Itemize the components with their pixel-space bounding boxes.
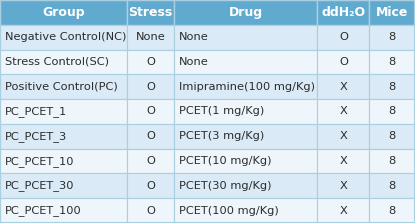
Bar	[0, 25, 127, 50]
Bar	[317, 99, 369, 124]
Bar	[369, 173, 415, 198]
Text: O: O	[146, 57, 155, 67]
Bar	[317, 173, 369, 198]
Text: PC_PCET_1: PC_PCET_1	[5, 106, 67, 117]
Bar	[0, 124, 127, 149]
Text: PC_PCET_3: PC_PCET_3	[5, 131, 67, 142]
Text: Negative Control(NC): Negative Control(NC)	[5, 32, 126, 42]
Text: None: None	[136, 32, 165, 42]
Text: Stress Control(SC): Stress Control(SC)	[5, 57, 109, 67]
Text: X: X	[339, 107, 347, 116]
Text: O: O	[146, 107, 155, 116]
Text: 8: 8	[388, 131, 396, 141]
Bar	[369, 74, 415, 99]
Bar	[317, 149, 369, 173]
Text: O: O	[339, 57, 348, 67]
Text: 8: 8	[388, 57, 396, 67]
Bar	[317, 50, 369, 74]
Text: PCET(100 mg/Kg): PCET(100 mg/Kg)	[179, 206, 279, 216]
Bar	[369, 198, 415, 223]
Bar	[369, 0, 415, 25]
Bar	[369, 99, 415, 124]
Text: 8: 8	[388, 206, 396, 216]
Text: PCET(10 mg/Kg): PCET(10 mg/Kg)	[179, 156, 272, 166]
Text: Group: Group	[42, 6, 85, 19]
Text: PC_PCET_30: PC_PCET_30	[5, 180, 74, 191]
Bar	[369, 50, 415, 74]
Bar	[174, 50, 317, 74]
Bar	[127, 149, 174, 173]
Text: PCET(30 mg/Kg): PCET(30 mg/Kg)	[179, 181, 272, 191]
Bar	[127, 74, 174, 99]
Text: Imipramine(100 mg/Kg): Imipramine(100 mg/Kg)	[179, 82, 315, 92]
Text: PCET(3 mg/Kg): PCET(3 mg/Kg)	[179, 131, 264, 141]
Bar	[174, 0, 317, 25]
Text: O: O	[146, 206, 155, 216]
Text: Stress: Stress	[128, 6, 173, 19]
Bar	[317, 124, 369, 149]
Bar	[0, 0, 127, 25]
Bar	[127, 124, 174, 149]
Bar	[317, 0, 369, 25]
Text: O: O	[146, 181, 155, 191]
Bar	[369, 25, 415, 50]
Bar	[0, 198, 127, 223]
Bar	[174, 99, 317, 124]
Bar	[174, 25, 317, 50]
Bar	[174, 74, 317, 99]
Bar	[127, 173, 174, 198]
Bar	[127, 198, 174, 223]
Bar	[0, 149, 127, 173]
Text: 8: 8	[388, 156, 396, 166]
Text: O: O	[146, 156, 155, 166]
Text: Mice: Mice	[376, 6, 408, 19]
Text: PCET(1 mg/Kg): PCET(1 mg/Kg)	[179, 107, 264, 116]
Text: X: X	[339, 206, 347, 216]
Text: None: None	[179, 32, 209, 42]
Text: 8: 8	[388, 82, 396, 92]
Text: Positive Control(PC): Positive Control(PC)	[5, 82, 118, 92]
Bar	[317, 74, 369, 99]
Bar	[0, 99, 127, 124]
Text: 8: 8	[388, 107, 396, 116]
Bar	[317, 25, 369, 50]
Bar	[127, 50, 174, 74]
Bar	[174, 173, 317, 198]
Bar	[317, 198, 369, 223]
Bar	[127, 25, 174, 50]
Text: X: X	[339, 156, 347, 166]
Bar	[369, 124, 415, 149]
Text: 8: 8	[388, 32, 396, 42]
Text: O: O	[146, 82, 155, 92]
Text: None: None	[179, 57, 209, 67]
Text: Drug: Drug	[229, 6, 263, 19]
Text: O: O	[339, 32, 348, 42]
Text: PC_PCET_10: PC_PCET_10	[5, 156, 74, 167]
Bar	[127, 99, 174, 124]
Text: ddH₂O: ddH₂O	[321, 6, 366, 19]
Text: X: X	[339, 131, 347, 141]
Bar	[0, 173, 127, 198]
Bar	[174, 149, 317, 173]
Text: 8: 8	[388, 181, 396, 191]
Text: PC_PCET_100: PC_PCET_100	[5, 205, 82, 216]
Text: X: X	[339, 181, 347, 191]
Bar	[174, 124, 317, 149]
Bar	[174, 198, 317, 223]
Bar	[0, 50, 127, 74]
Bar	[127, 0, 174, 25]
Text: O: O	[146, 131, 155, 141]
Bar	[369, 149, 415, 173]
Bar	[0, 74, 127, 99]
Text: X: X	[339, 82, 347, 92]
